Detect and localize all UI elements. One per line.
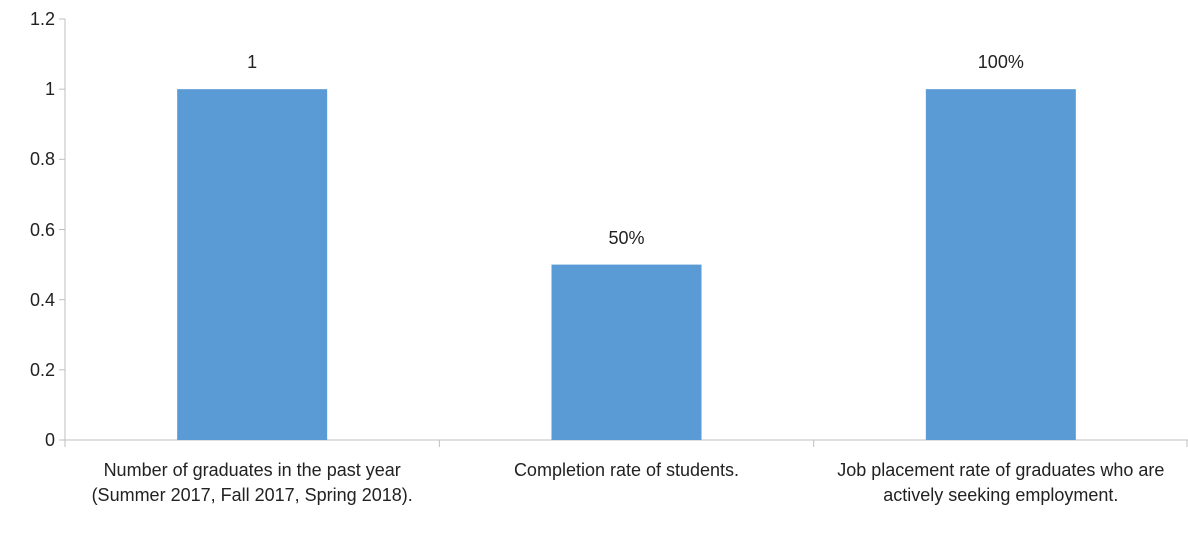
x-tick-label: Completion rate of students. [513,460,740,480]
y-tick-label: 1 [44,79,55,100]
x-axis-ticks [64,440,1188,447]
x-tick-label: Job placement rate of graduates who are … [837,460,1165,505]
y-tick-label: 0.6 [29,219,55,240]
y-tick-label: 0.8 [29,149,55,170]
x-tick-label: Number of graduates in the past year (Su… [91,460,413,505]
bar [551,264,702,440]
bar [925,89,1076,441]
y-tick-label: 1.2 [29,9,55,29]
data-label: 1 [247,52,258,73]
y-tick-label: 0 [44,430,55,450]
y-axis-ticks [59,18,65,441]
bars [177,89,1076,441]
data-label: 100% [977,52,1024,73]
bar [177,89,328,441]
y-tick-label: 0.4 [29,289,55,310]
y-tick-label: 0.2 [29,359,55,380]
data-label: 50% [608,227,645,248]
